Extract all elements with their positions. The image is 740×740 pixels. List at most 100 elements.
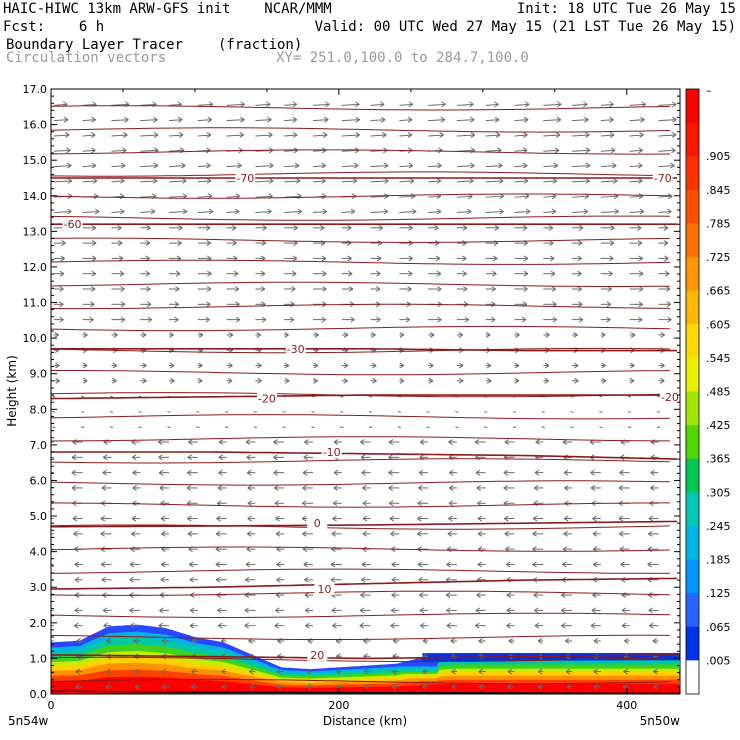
wind-vector bbox=[341, 177, 358, 184]
wind-vector bbox=[105, 683, 112, 690]
wind-vector bbox=[168, 116, 183, 123]
wind-vector bbox=[656, 426, 661, 429]
wind-vector bbox=[361, 561, 371, 568]
wind-vector bbox=[249, 683, 256, 690]
wind-vector bbox=[332, 515, 342, 522]
wind-vector bbox=[618, 515, 630, 522]
wind-vector bbox=[658, 147, 676, 154]
wind-vector bbox=[53, 301, 64, 308]
temperature-contour bbox=[51, 414, 670, 420]
wind-vector bbox=[111, 286, 125, 292]
wind-vector bbox=[282, 410, 286, 413]
wind-vector bbox=[109, 426, 114, 429]
wind-vector bbox=[53, 132, 70, 138]
wind-vector bbox=[456, 286, 468, 292]
wind-vector bbox=[447, 530, 457, 537]
wind-vector bbox=[82, 147, 96, 154]
wind-vector bbox=[533, 592, 544, 598]
y-tick-label: 2.0 bbox=[30, 617, 48, 630]
wind-vector bbox=[485, 301, 496, 308]
wind-vector bbox=[564, 638, 573, 644]
wind-vector bbox=[503, 485, 515, 491]
wind-vector bbox=[82, 132, 96, 138]
temperature-contour bbox=[51, 502, 670, 508]
wind-vector bbox=[188, 439, 198, 445]
wind-vector bbox=[543, 132, 561, 138]
wind-vector bbox=[455, 426, 459, 429]
wind-vector bbox=[624, 638, 630, 644]
colorbar-label: .725 bbox=[706, 251, 731, 264]
wind-vector bbox=[593, 668, 601, 675]
wind-vector bbox=[658, 362, 665, 369]
wind-vector bbox=[658, 331, 665, 338]
wind-vector bbox=[53, 255, 65, 262]
contour-label-bg bbox=[256, 392, 277, 405]
wind-vector bbox=[360, 439, 371, 445]
wind-vector bbox=[246, 530, 256, 537]
wind-vector bbox=[360, 592, 371, 598]
wind-vector bbox=[111, 132, 128, 138]
wind-vector bbox=[627, 426, 632, 429]
wind-vector bbox=[255, 240, 267, 247]
wind-vector bbox=[187, 454, 198, 461]
colorbar-label: .125 bbox=[706, 587, 731, 600]
wind-vector bbox=[504, 439, 515, 445]
wind-vector bbox=[389, 515, 400, 522]
wind-vector bbox=[217, 485, 227, 491]
y-axis-label: Height (km) bbox=[5, 355, 19, 426]
wind-vector bbox=[340, 395, 344, 398]
wind-vector bbox=[399, 177, 415, 184]
wind-vector bbox=[562, 561, 573, 568]
wind-vector bbox=[419, 607, 429, 614]
wind-vector bbox=[140, 116, 158, 123]
wind-vector bbox=[140, 286, 151, 292]
wind-vector bbox=[82, 193, 99, 200]
x-axis: 0 200 400 bbox=[48, 89, 637, 712]
wind-vector bbox=[514, 362, 520, 369]
colorbar-label: .185 bbox=[706, 554, 731, 567]
wind-vector bbox=[169, 362, 175, 369]
wind-vector bbox=[572, 208, 589, 215]
wind-vector bbox=[485, 177, 504, 184]
wind-vector bbox=[599, 426, 603, 429]
init-time: Init: 18 UTC Tue 26 May 15 bbox=[516, 1, 736, 17]
wind-vector bbox=[534, 622, 544, 629]
wind-vector bbox=[244, 622, 256, 629]
wind-vector bbox=[190, 683, 198, 690]
y-tick-label: 11.0 bbox=[23, 297, 48, 310]
wind-vector bbox=[303, 561, 313, 568]
wind-vector bbox=[600, 331, 606, 338]
wind-vector bbox=[169, 224, 183, 231]
wind-vector bbox=[600, 147, 616, 154]
wind-vector bbox=[456, 362, 464, 369]
temperature-contour bbox=[51, 215, 670, 221]
wind-vector bbox=[340, 426, 344, 429]
wind-vector bbox=[330, 576, 342, 583]
wind-vector bbox=[572, 101, 588, 108]
wind-vector bbox=[226, 132, 245, 138]
colorbar-label: .785 bbox=[706, 217, 731, 230]
wind-vector bbox=[226, 270, 239, 277]
wind-vector bbox=[301, 500, 313, 507]
wind-vector bbox=[506, 622, 515, 629]
wind-vector bbox=[428, 101, 446, 108]
y-tick-label: 12.0 bbox=[23, 261, 48, 274]
wind-vector bbox=[191, 668, 198, 675]
wind-vector bbox=[650, 439, 659, 445]
wind-vector bbox=[572, 240, 583, 247]
wind-vector bbox=[341, 224, 352, 231]
wind-vector bbox=[332, 622, 342, 629]
wind-vector bbox=[332, 500, 342, 507]
wind-vector bbox=[370, 132, 387, 138]
contour-label-bg bbox=[307, 517, 328, 530]
wind-vector bbox=[187, 530, 198, 537]
wind-vector bbox=[140, 316, 153, 323]
y-tick-label: 10.0 bbox=[23, 332, 48, 345]
wind-vector bbox=[560, 607, 573, 614]
wind-vector bbox=[572, 132, 590, 138]
wind-vector bbox=[572, 147, 591, 154]
wind-vector bbox=[543, 377, 549, 384]
wind-vector bbox=[543, 208, 557, 215]
temperature-contours: -70 -70 -60 -30 -20 -20 -10 0 10 20 bbox=[51, 105, 680, 685]
wind-vector bbox=[572, 301, 583, 308]
